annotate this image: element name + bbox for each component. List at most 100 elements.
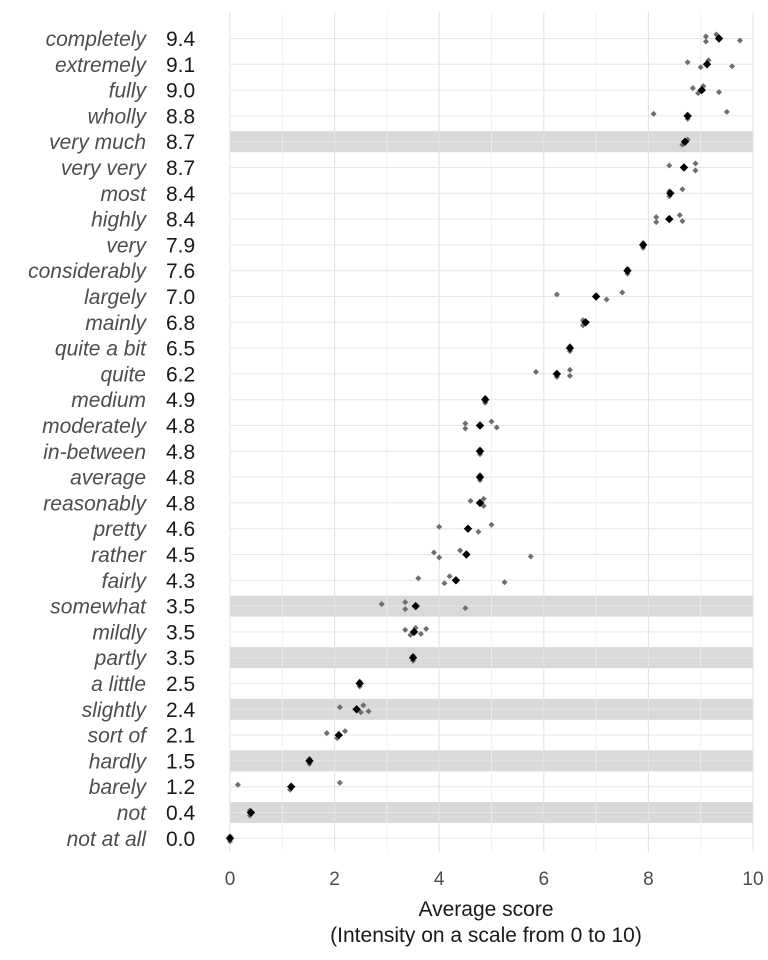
row-score: 9.0: [166, 80, 195, 103]
individual-rating-point: [702, 38, 709, 45]
row-label: highly: [91, 209, 147, 232]
mean-score-point: [475, 421, 485, 430]
individual-rating-point: [378, 601, 385, 608]
x-tick-label: 10: [742, 869, 763, 890]
mean-score-point: [225, 834, 235, 843]
individual-rating-point: [619, 289, 626, 296]
row-label: considerably: [28, 260, 147, 283]
row-score: 7.6: [166, 260, 195, 283]
individual-rating-point: [692, 167, 699, 174]
row-label: a little: [91, 673, 146, 696]
row-score: 4.9: [166, 389, 195, 412]
row-label: mainly: [85, 312, 147, 335]
mean-score-point: [581, 318, 590, 327]
individual-rating-point: [676, 212, 683, 219]
row-score: 4.8: [166, 467, 195, 490]
mean-score-point: [481, 395, 490, 404]
mean-score-point: [666, 189, 675, 198]
row-label: most: [100, 183, 147, 206]
row-score: 8.4: [166, 209, 196, 232]
row-score: 2.4: [166, 699, 196, 722]
row-label: pretty: [92, 518, 147, 541]
individual-rating-point: [365, 708, 372, 715]
individual-rating-point: [457, 547, 464, 554]
row-score: 3.5: [166, 647, 195, 670]
x-tick-label: 2: [329, 869, 340, 890]
row-label: quite a bit: [55, 338, 147, 361]
individual-rating-point: [493, 424, 500, 431]
row-label: very much: [49, 131, 146, 154]
row-score: 4.8: [166, 441, 195, 464]
individual-rating-point: [702, 33, 709, 40]
mean-score-point: [409, 627, 419, 637]
row-labels: completely 9.4 extremely 9.1 fully 9.0 wholly 8…: [28, 28, 195, 851]
individual-rating-point: [480, 495, 487, 502]
individual-rating-point: [603, 296, 610, 303]
row-label: moderately: [42, 415, 147, 438]
individual-rating-point: [653, 219, 660, 226]
row-score: 7.0: [166, 286, 195, 309]
data-points: [225, 31, 743, 845]
mean-score-point: [408, 653, 418, 662]
row-label: fully: [109, 80, 148, 103]
individual-rating-point: [501, 579, 508, 586]
row-score: 0.4: [166, 802, 196, 825]
individual-rating-point: [566, 372, 573, 379]
mean-score-point: [355, 679, 364, 688]
row-label: medium: [71, 389, 146, 412]
individual-rating-point: [446, 573, 453, 580]
individual-rating-point: [462, 425, 469, 432]
row-label: hardly: [89, 750, 148, 773]
individual-rating-point: [729, 63, 736, 70]
row-score: 3.5: [166, 621, 195, 644]
individual-rating-point: [723, 108, 730, 115]
row-score: 9.4: [166, 28, 196, 51]
mean-score-point: [679, 163, 689, 172]
x-axis-ticks: 0 2 4 6 8 10: [225, 869, 764, 890]
x-tick-label: 8: [643, 869, 654, 890]
row-label: wholly: [88, 105, 148, 128]
row-label: barely: [89, 776, 148, 799]
individual-rating-point: [402, 626, 409, 633]
mean-score-point: [475, 498, 485, 508]
individual-rating-point: [336, 779, 343, 786]
row-score: 8.4: [166, 183, 196, 206]
mean-score-point: [680, 137, 690, 146]
mean-score-point: [334, 730, 343, 740]
mean-score-point: [451, 576, 461, 585]
row-score: 3.5: [166, 596, 195, 619]
row-score: 0.0: [166, 828, 195, 851]
row-label: not: [117, 802, 147, 825]
row-label: completely: [46, 28, 148, 51]
individual-rating-point: [415, 575, 422, 582]
mean-score-point: [475, 447, 485, 456]
row-label: sort of: [88, 725, 149, 748]
x-tick-label: 4: [434, 869, 445, 890]
individual-rating-point: [692, 160, 699, 167]
row-score: 4.8: [166, 492, 195, 515]
mean-score-point: [683, 111, 692, 121]
mean-score-point: [591, 292, 601, 301]
individual-rating-point: [716, 89, 723, 96]
mean-score-point: [697, 85, 706, 95]
mean-score-point: [462, 550, 471, 559]
individual-rating-point: [666, 162, 673, 169]
row-label: slightly: [82, 699, 148, 722]
individual-rating-point: [336, 704, 343, 711]
mean-score-point: [463, 524, 473, 533]
row-label: reasonably: [43, 492, 147, 515]
row-score: 6.5: [166, 338, 195, 361]
row-score: 4.8: [166, 415, 195, 438]
row-score: 4.3: [166, 570, 195, 593]
individual-rating-point: [360, 702, 367, 709]
individual-rating-point: [684, 59, 691, 66]
x-axis-subtitle: (Intensity on a scale from 0 to 10): [330, 924, 642, 947]
row-score: 4.6: [166, 518, 195, 541]
row-score: 9.1: [166, 54, 195, 77]
individual-rating-point: [436, 523, 443, 530]
row-label: partly: [94, 647, 148, 670]
row-label: not at all: [67, 828, 148, 851]
mean-score-point: [552, 369, 562, 379]
row-score: 6.2: [166, 363, 195, 386]
individual-rating-point: [423, 625, 430, 632]
